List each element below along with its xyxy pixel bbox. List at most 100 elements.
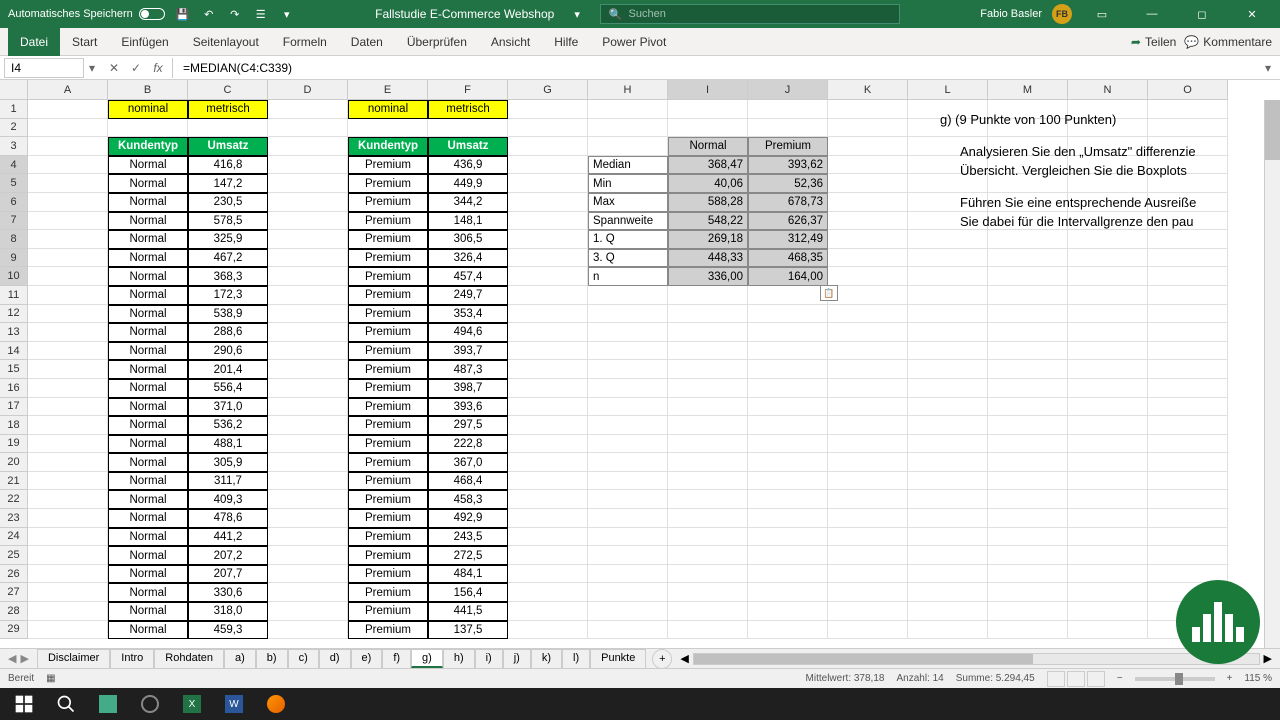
cell[interactable] (828, 472, 908, 491)
cell[interactable] (828, 193, 908, 212)
cell[interactable]: 312,49 (748, 230, 828, 249)
cell[interactable] (28, 360, 108, 379)
cell[interactable] (508, 621, 588, 640)
title-dropdown-icon[interactable]: ▾ (574, 8, 580, 21)
cell[interactable] (1148, 546, 1228, 565)
cell[interactable] (988, 528, 1068, 547)
hscroll-thumb[interactable] (694, 654, 1033, 664)
vertical-scrollbar[interactable] (1264, 100, 1280, 648)
cell[interactable]: 330,6 (188, 583, 268, 602)
row-header-11[interactable]: 11 (0, 286, 28, 305)
cell[interactable]: 487,3 (428, 360, 508, 379)
task-excel-icon[interactable]: X (172, 688, 212, 720)
cell[interactable] (28, 174, 108, 193)
cell[interactable] (28, 565, 108, 584)
view-layout-icon[interactable] (1067, 671, 1085, 687)
cell[interactable] (1068, 249, 1148, 268)
cell[interactable] (828, 379, 908, 398)
cell[interactable] (668, 546, 748, 565)
cell[interactable] (508, 602, 588, 621)
sheet-tab-k[interactable]: k) (531, 649, 562, 668)
cell[interactable] (268, 267, 348, 286)
cell[interactable]: 344,2 (428, 193, 508, 212)
row-header-10[interactable]: 10 (0, 267, 28, 286)
col-header-D[interactable]: D (268, 80, 348, 100)
cell[interactable] (508, 490, 588, 509)
cell[interactable] (1148, 435, 1228, 454)
cell[interactable] (1068, 602, 1148, 621)
cell[interactable] (1068, 267, 1148, 286)
cell[interactable] (588, 621, 668, 640)
horizontal-scrollbar[interactable]: ◀ ▶ (672, 652, 1280, 665)
cell[interactable] (1148, 379, 1228, 398)
cell[interactable] (828, 305, 908, 324)
sheet-tab-i[interactable]: i) (475, 649, 503, 668)
cell[interactable] (1148, 360, 1228, 379)
cell[interactable] (1068, 286, 1148, 305)
cell[interactable]: 416,8 (188, 156, 268, 175)
cell[interactable]: Min (588, 174, 668, 193)
cell[interactable] (268, 621, 348, 640)
cell[interactable] (988, 398, 1068, 417)
cell[interactable] (908, 565, 988, 584)
cell[interactable] (268, 546, 348, 565)
cell[interactable]: 409,3 (188, 490, 268, 509)
cell[interactable] (508, 379, 588, 398)
cell[interactable]: Premium (348, 342, 428, 361)
cell[interactable]: Umsatz (428, 137, 508, 156)
cell[interactable]: 207,7 (188, 565, 268, 584)
cell[interactable]: Premium (348, 416, 428, 435)
cell[interactable] (828, 528, 908, 547)
cell[interactable] (268, 528, 348, 547)
cell[interactable] (588, 323, 668, 342)
cell[interactable] (668, 379, 748, 398)
row-header-8[interactable]: 8 (0, 230, 28, 249)
cell[interactable]: Max (588, 193, 668, 212)
sheet-tab-l[interactable]: l) (562, 649, 590, 668)
cell[interactable] (908, 360, 988, 379)
cell[interactable] (508, 342, 588, 361)
cell[interactable]: 222,8 (428, 435, 508, 454)
cell[interactable] (988, 360, 1068, 379)
cell[interactable]: Normal (108, 323, 188, 342)
cell[interactable] (668, 453, 748, 472)
cell[interactable]: Premium (348, 453, 428, 472)
cell[interactable]: 3. Q (588, 249, 668, 268)
sheet-tab-Punkte[interactable]: Punkte (590, 649, 646, 668)
cell[interactable] (828, 490, 908, 509)
cell[interactable] (748, 435, 828, 454)
task-firefox-icon[interactable] (256, 688, 296, 720)
cell[interactable]: 458,3 (428, 490, 508, 509)
view-pagebreak-icon[interactable] (1087, 671, 1105, 687)
cell[interactable]: 269,18 (668, 230, 748, 249)
close-icon[interactable]: ✕ (1232, 0, 1272, 28)
cell[interactable]: 468,35 (748, 249, 828, 268)
cell[interactable] (28, 398, 108, 417)
cancel-formula-icon[interactable]: ✕ (104, 58, 124, 78)
cell[interactable]: Normal (108, 305, 188, 324)
cell[interactable] (668, 528, 748, 547)
cell[interactable] (748, 379, 828, 398)
fx-icon[interactable]: fx (148, 58, 168, 78)
row-header-26[interactable]: 26 (0, 565, 28, 584)
toggle-switch[interactable] (139, 8, 165, 20)
cell[interactable] (268, 398, 348, 417)
cell[interactable]: metrisch (188, 100, 268, 119)
cell[interactable] (828, 583, 908, 602)
col-header-M[interactable]: M (988, 80, 1068, 100)
cell[interactable] (988, 621, 1068, 640)
cell[interactable] (268, 416, 348, 435)
cell[interactable] (588, 342, 668, 361)
cell[interactable] (28, 305, 108, 324)
sheet-tab-d[interactable]: d) (319, 649, 351, 668)
cell[interactable] (668, 435, 748, 454)
cell[interactable] (428, 119, 508, 138)
cell[interactable] (28, 416, 108, 435)
cell[interactable] (508, 546, 588, 565)
sheet-tab-e[interactable]: e) (351, 649, 383, 668)
cell[interactable]: 243,5 (428, 528, 508, 547)
cell[interactable]: Spannweite (588, 212, 668, 231)
cell[interactable] (268, 360, 348, 379)
cell[interactable]: Normal (108, 416, 188, 435)
cell[interactable] (668, 621, 748, 640)
